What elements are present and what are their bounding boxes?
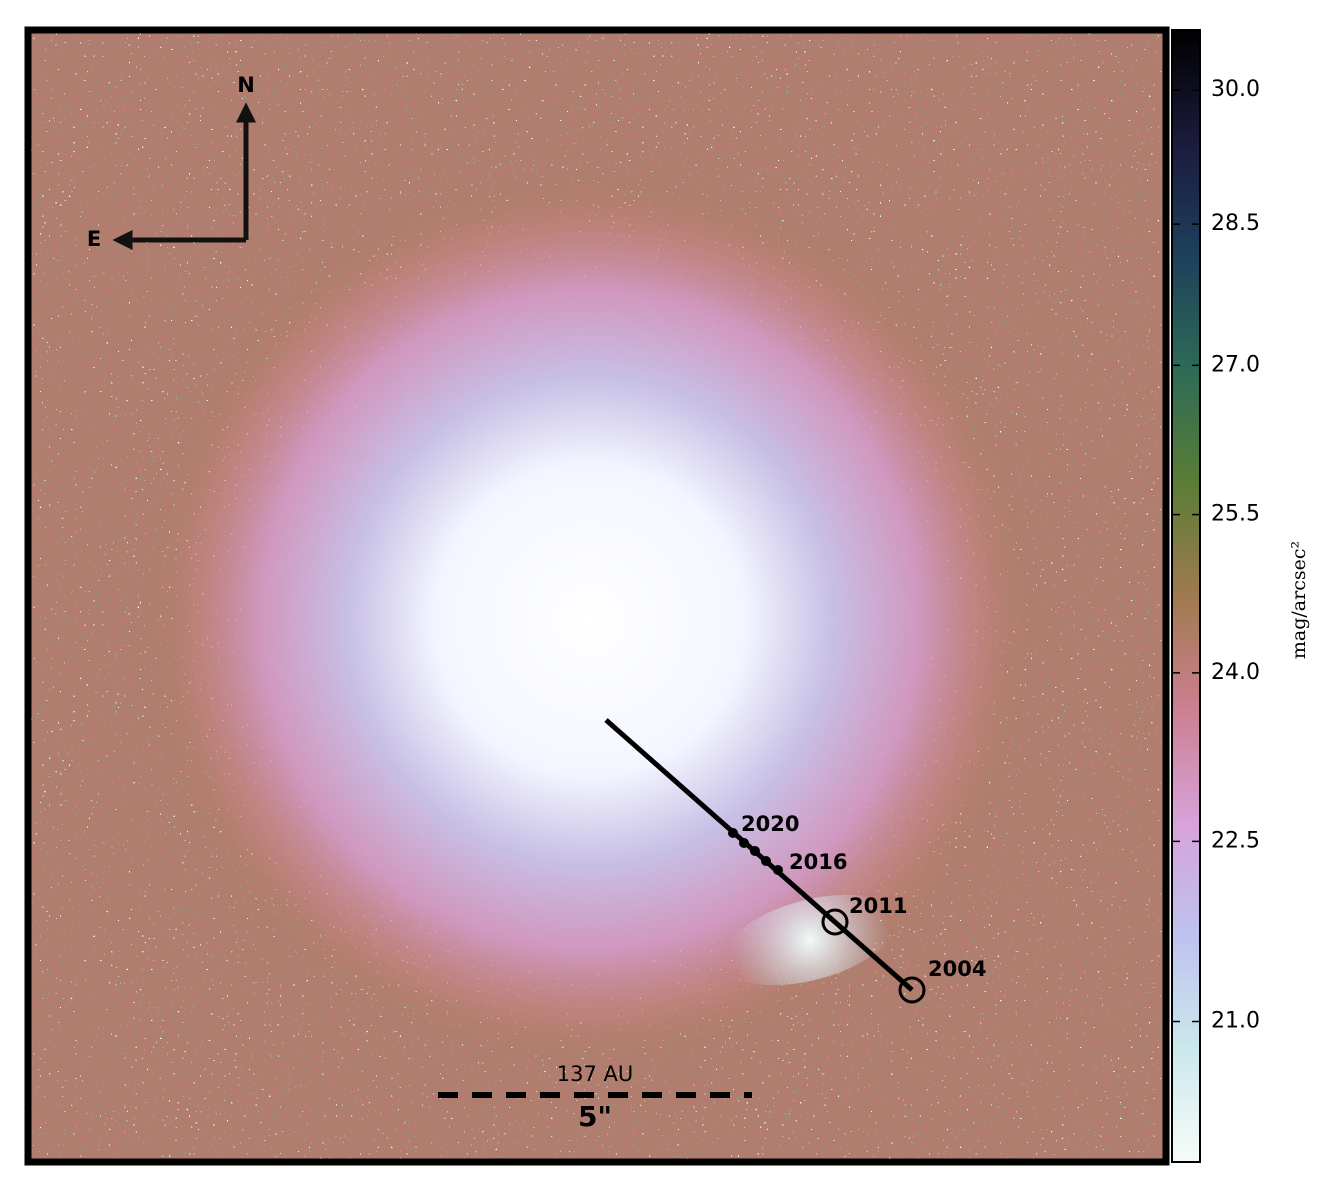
image-frame [24,26,1170,1166]
tick-label: 22.5 [1211,828,1260,853]
tick-label: 24.0 [1211,660,1260,685]
tick-label: 21.0 [1211,1009,1260,1034]
epoch-circle [821,908,849,936]
east-label: E [87,227,101,251]
scale-angular: 5" [578,1100,612,1133]
tick-label: 27.0 [1211,352,1260,377]
halo [28,30,1166,1162]
epoch-dot [728,828,738,838]
epoch-label: 2016 [789,850,847,874]
epoch-circle [898,976,926,1004]
epoch-dot [773,865,783,875]
tick-label: 28.5 [1211,211,1260,236]
north-label: N [237,73,255,97]
epoch-label: 2004 [928,957,986,981]
colorbar-label: mag/arcsec² [1288,541,1310,659]
epoch-dot [750,846,760,856]
bright-feature [722,894,898,986]
arrow-head [235,102,257,123]
arrow-head [112,229,133,251]
trajectory-line [604,718,914,992]
tick-label: 30.0 [1211,77,1260,102]
epoch-dot [739,838,749,848]
tick-label: 25.5 [1211,502,1260,527]
scale-physical: 137 AU [557,1062,634,1086]
epoch-label: 2020 [741,812,799,836]
image [28,30,1166,1162]
colorbar [1171,29,1201,1163]
epoch-label: 2011 [849,894,907,918]
trajectory [604,718,926,1004]
epoch-dot [761,856,771,866]
compass [112,102,257,251]
